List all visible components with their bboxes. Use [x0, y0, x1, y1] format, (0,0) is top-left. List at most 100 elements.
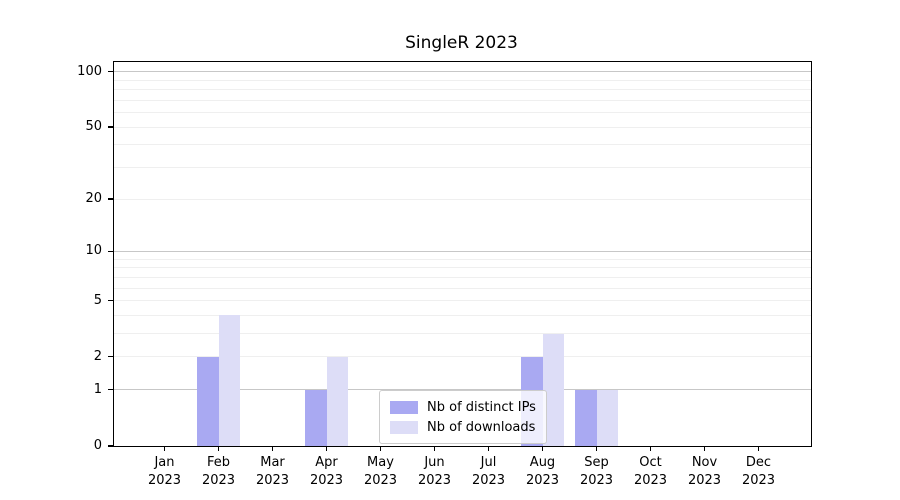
x-label-year: 2023	[741, 473, 776, 488]
x-label-year: 2023	[417, 473, 452, 488]
x-tick-dec	[757, 446, 760, 451]
x-label-year: 2023	[579, 473, 614, 488]
y-tick-2	[108, 356, 113, 358]
x-label-month: May	[367, 455, 394, 470]
legend: Nb of distinct IPs Nb of downloads	[379, 390, 547, 444]
x-label-month: Aug	[529, 455, 556, 470]
x-label-month: Nov	[691, 455, 718, 470]
y-tick-label-0: 0	[93, 438, 102, 453]
gridline-major-100	[114, 71, 811, 73]
x-tick-label-oct: Oct 2023	[611, 454, 691, 490]
x-tick-label-jan: Jan 2023	[125, 454, 205, 490]
y-tick-label-20: 20	[85, 191, 102, 206]
gridline-minor-30	[114, 166, 811, 168]
y-tick-100	[108, 70, 113, 73]
bar-distinct-ips-feb	[197, 356, 219, 446]
gridline-minor-9	[114, 258, 811, 260]
x-tick-label-feb: Feb 2023	[179, 454, 259, 490]
x-tick-label-apr: Apr 2023	[287, 454, 367, 490]
y-tick-label-5: 5	[93, 292, 102, 308]
bar-distinct-ips-sep	[575, 389, 597, 446]
x-label-year: 2023	[255, 473, 290, 488]
gridline-minor-40	[114, 144, 811, 146]
x-tick-mar	[271, 446, 274, 451]
x-tick-jun	[433, 446, 436, 451]
x-tick-label-may: May 2023	[341, 454, 421, 490]
gridline-minor-5	[114, 300, 811, 302]
y-tick-20	[108, 198, 113, 200]
x-tick-label-nov: Nov 2023	[665, 454, 745, 490]
x-label-month: Sep	[584, 455, 609, 470]
x-tick-may	[379, 446, 382, 451]
gridline-minor-3	[114, 333, 811, 335]
plot-area: 0 1 2 5 10 20 50 100 Jan 2023 Feb 2023 Mar 2023 Apr 20…	[77, 61, 812, 488]
x-label-month: Jun	[424, 455, 445, 470]
x-tick-label-sep: Sep 2023	[557, 454, 637, 490]
x-label-year: 2023	[363, 473, 398, 488]
x-label-year: 2023	[201, 473, 236, 488]
gridline-minor-60	[114, 112, 811, 113]
gridline-minor-80	[114, 88, 811, 90]
bar-downloads-aug	[542, 333, 564, 446]
legend-swatch-downloads	[390, 420, 418, 434]
x-tick-label-aug: Aug 2023	[503, 454, 583, 490]
x-tick-aug	[541, 446, 544, 451]
x-tick-jul	[487, 446, 490, 451]
gridline-minor-4	[114, 314, 811, 316]
x-tick-feb	[217, 446, 220, 451]
x-label-year: 2023	[471, 473, 506, 488]
y-tick-5	[108, 300, 113, 302]
gridline-major-1	[114, 389, 811, 391]
x-label-year: 2023	[309, 473, 344, 488]
gridline-minor-7	[114, 276, 811, 278]
x-label-year: 2023	[525, 473, 560, 488]
gridline-minor-50	[114, 126, 811, 128]
gridline-minor-6	[114, 287, 811, 289]
x-tick-nov	[703, 446, 706, 451]
x-label-month: Jan	[154, 455, 175, 470]
y-tick-10	[108, 250, 113, 253]
x-label-month: Mar	[260, 455, 285, 470]
gridline-minor-8	[114, 267, 811, 269]
x-tick-sep	[595, 446, 598, 451]
y-tick-0	[108, 445, 113, 447]
y-tick-label-2: 2	[93, 348, 102, 364]
x-tick-label-mar: Mar 2023	[233, 454, 313, 490]
gridline-minor-90	[114, 79, 811, 81]
gridline-major-10	[114, 250, 811, 252]
x-tick-label-jul: Jul 2023	[449, 454, 529, 490]
x-tick-oct	[649, 446, 652, 451]
y-tick-label-1: 1	[93, 381, 102, 397]
x-label-month: Jul	[480, 455, 497, 470]
x-tick-jan	[163, 446, 166, 451]
y-tick-label-100: 100	[77, 63, 102, 79]
x-label-year: 2023	[687, 473, 722, 488]
gridline-minor-2	[114, 356, 811, 358]
x-tick-label-dec: Dec 2023	[719, 454, 799, 490]
x-tick-label-jun: Jun 2023	[395, 454, 475, 490]
gridline-minor-70	[114, 99, 811, 101]
bar-downloads-feb	[218, 315, 240, 446]
y-tick-label-10: 10	[85, 243, 102, 259]
gridline-minor-20	[114, 198, 811, 200]
bar-downloads-sep	[596, 389, 618, 446]
legend-label-distinct-ips: Nb of distinct IPs	[427, 399, 536, 415]
legend-label-downloads: Nb of downloads	[427, 419, 536, 435]
x-label-year: 2023	[633, 473, 668, 488]
y-tick-1	[108, 389, 113, 391]
y-tick-50	[108, 126, 113, 128]
bar-distinct-ips-apr	[305, 389, 327, 446]
x-label-month: Oct	[639, 455, 662, 470]
y-tick-label-50: 50	[85, 119, 102, 135]
x-label-month: Feb	[206, 455, 231, 470]
x-label-year: 2023	[147, 473, 182, 488]
legend-item-downloads: Nb of downloads	[390, 420, 536, 435]
x-tick-apr	[325, 446, 328, 451]
bar-downloads-apr	[326, 356, 348, 446]
chart-title: SingleR 2023	[405, 33, 518, 53]
x-label-month: Dec	[745, 455, 772, 470]
x-label-month: Apr	[315, 455, 338, 470]
legend-swatch-distinct-ips	[390, 400, 418, 414]
legend-item-distinct-ips: Nb of distinct IPs	[390, 400, 536, 415]
